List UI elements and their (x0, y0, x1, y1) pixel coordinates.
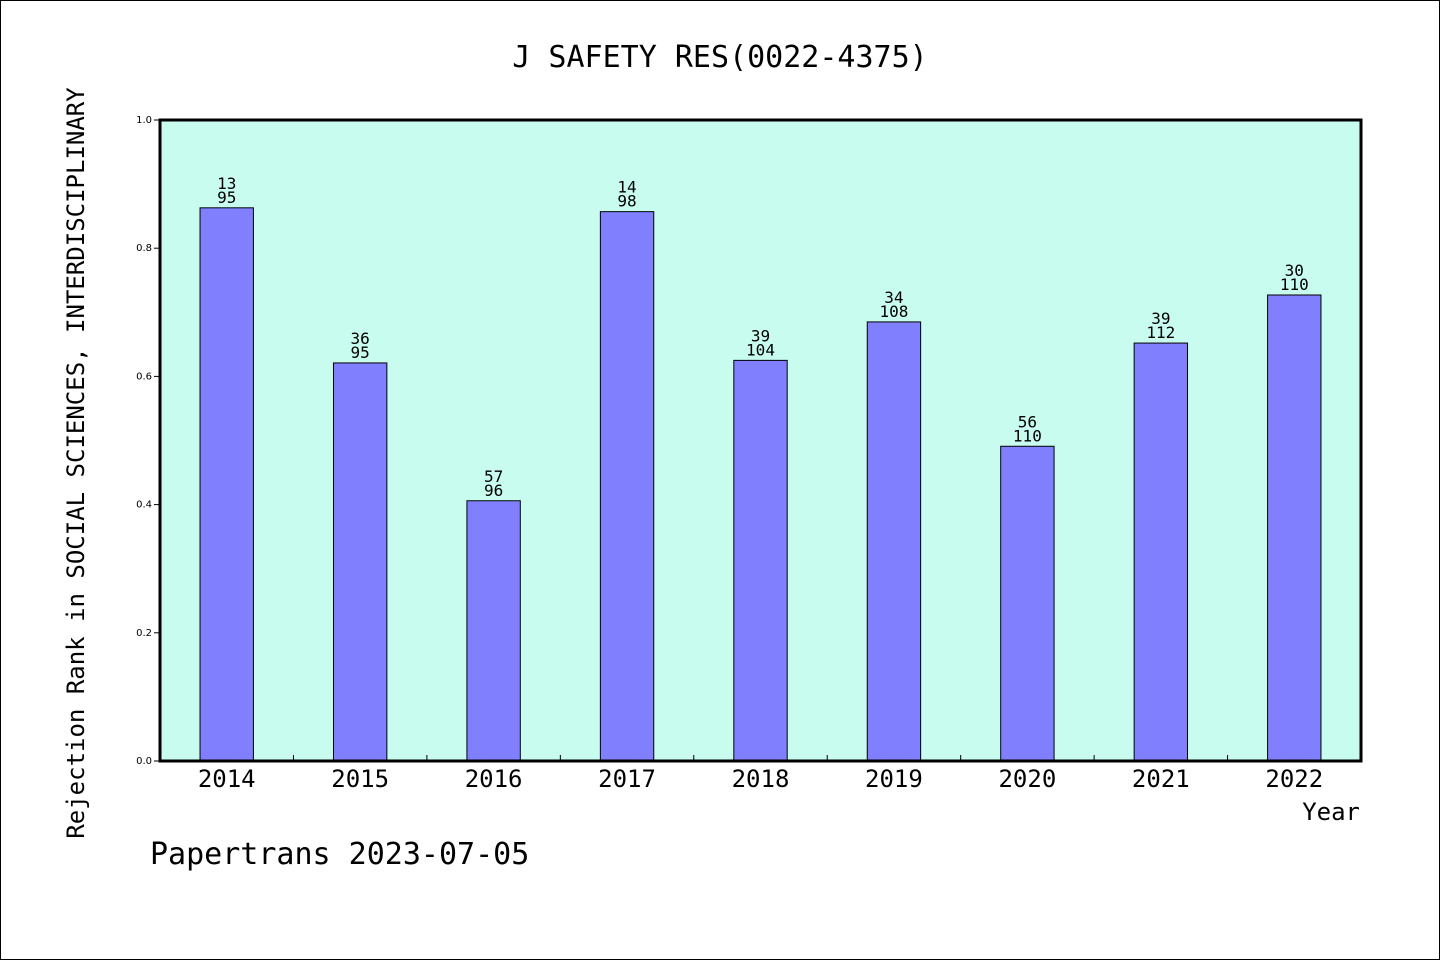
chart-title: J SAFETY RES(0022-4375) (512, 40, 927, 75)
bar-label-bottom: 104 (746, 340, 775, 359)
bar-label-bottom: 110 (1280, 275, 1309, 294)
x-tick-label: 2020 (998, 765, 1056, 793)
bar-label-top: 39 (751, 326, 770, 345)
bar-label-top: 36 (351, 329, 370, 348)
bar-label-bottom: 112 (1146, 323, 1175, 342)
bar-label-bottom: 108 (879, 302, 908, 321)
x-axis: 2014 2015 2016 2017 2018 2019 2020 2021 2022 (198, 755, 1323, 793)
x-tick-label: 2017 (598, 765, 656, 793)
bar (332, 362, 388, 762)
bar-label-top: 56 (1018, 412, 1037, 431)
bar-label-bottom: 95 (217, 188, 236, 207)
bar-label-top: 30 (1285, 261, 1304, 280)
bar-label-top: 57 (484, 467, 503, 486)
bar-series: 1395369557961498391043410856110391123011… (199, 174, 1322, 762)
bar-label-bottom: 96 (484, 481, 503, 500)
x-tick-label: 2019 (865, 765, 923, 793)
bar (599, 211, 655, 762)
bar (733, 359, 788, 762)
y-tick-label: 0.6 (136, 371, 152, 382)
bar (466, 500, 521, 762)
bar (1267, 294, 1322, 762)
bar (199, 207, 254, 762)
x-axis-label: Year (1302, 798, 1360, 826)
bar-label-bottom: 98 (617, 192, 636, 211)
y-tick-label: 1.0 (136, 115, 152, 126)
x-tick-label: 2014 (198, 765, 256, 793)
bar (1000, 445, 1055, 762)
x-tick-label: 2016 (465, 765, 523, 793)
bar-label-bottom: 110 (1013, 426, 1042, 445)
bar (866, 321, 922, 762)
bar (1133, 342, 1189, 762)
bar-label-top: 13 (217, 174, 236, 193)
plot-frame (158, 118, 1363, 763)
bar-label-bottom: 95 (351, 343, 370, 362)
y-tick-label: 0.8 (136, 243, 152, 254)
bar-label-top: 14 (617, 178, 636, 197)
y-axis-label: Rejection Rank in SOCIAL SCIENCES, INTER… (62, 87, 90, 839)
x-tick-label: 2021 (1132, 765, 1190, 793)
x-tick-label: 2022 (1265, 765, 1323, 793)
footer-credit: Papertrans 2023-07-05 (150, 837, 529, 872)
bar-label-top: 34 (884, 288, 903, 307)
bar-label-top: 39 (1151, 309, 1170, 328)
x-tick-label: 2015 (331, 765, 389, 793)
y-tick-label: 0.0 (136, 756, 152, 767)
y-tick-label: 0.2 (136, 628, 152, 639)
y-tick-label: 0.4 (136, 500, 152, 511)
x-tick-label: 2018 (732, 765, 790, 793)
